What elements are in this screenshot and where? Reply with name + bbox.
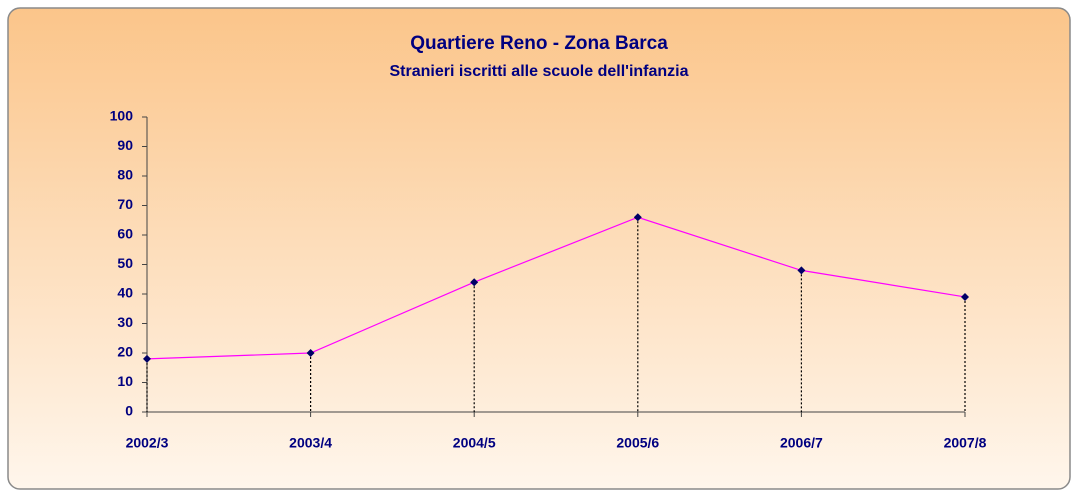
y-tick-label: 0 (125, 403, 133, 419)
marker (143, 354, 151, 363)
y-tick-label: 80 (117, 167, 133, 183)
chart-title: Quartiere Reno - Zona Barca (410, 33, 668, 54)
x-tick-label: 2003/4 (289, 435, 332, 451)
y-tick-label: 70 (117, 196, 133, 212)
y-tick-label: 60 (117, 226, 133, 242)
x-tick-label: 2005/6 (616, 435, 659, 451)
x-tick-label: 2002/3 (126, 435, 169, 451)
marker (633, 213, 642, 222)
marker (306, 349, 315, 357)
x-tick-label: 2007/8 (944, 435, 987, 451)
y-tick-label: 20 (117, 344, 133, 360)
y-tick-label: 50 (117, 255, 133, 271)
y-tick-label: 40 (117, 285, 133, 301)
y-tick-label: 10 (117, 373, 133, 389)
chart-subtitle: Stranieri iscritti alle scuole dell'infa… (389, 63, 688, 80)
y-tick-label: 90 (117, 137, 133, 153)
y-tick-label: 100 (110, 108, 134, 124)
data-line (146, 216, 966, 360)
x-tick-label: 2004/5 (453, 435, 496, 451)
marker (797, 266, 806, 275)
marker (961, 292, 969, 301)
y-tick-label: 30 (117, 314, 133, 330)
chart-background (7, 7, 1071, 490)
marker (470, 278, 479, 287)
x-tick-label: 2006/7 (780, 435, 823, 451)
